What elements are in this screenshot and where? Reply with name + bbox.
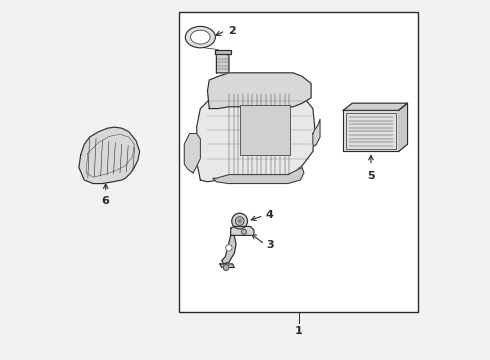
Circle shape	[232, 213, 247, 229]
Text: 5: 5	[367, 171, 375, 181]
Polygon shape	[197, 94, 315, 182]
Polygon shape	[222, 235, 236, 264]
Polygon shape	[215, 50, 231, 54]
Polygon shape	[231, 226, 254, 235]
Polygon shape	[343, 103, 408, 111]
Bar	[346, 113, 396, 149]
Ellipse shape	[191, 30, 210, 44]
Text: 3: 3	[267, 240, 274, 250]
Circle shape	[223, 265, 229, 270]
Polygon shape	[79, 127, 140, 184]
Polygon shape	[217, 53, 229, 73]
Text: 2: 2	[228, 26, 236, 36]
Polygon shape	[207, 73, 311, 109]
Circle shape	[235, 217, 244, 225]
Text: 6: 6	[102, 196, 110, 206]
Circle shape	[226, 245, 232, 251]
Text: 4: 4	[266, 210, 273, 220]
Polygon shape	[398, 103, 408, 152]
Ellipse shape	[185, 26, 215, 48]
Bar	[179, 12, 418, 312]
Polygon shape	[184, 134, 200, 173]
Text: 1: 1	[294, 327, 302, 337]
Circle shape	[242, 229, 246, 234]
Polygon shape	[213, 167, 304, 184]
Polygon shape	[220, 264, 234, 267]
Polygon shape	[313, 119, 320, 146]
Polygon shape	[343, 111, 398, 152]
Bar	[240, 105, 290, 155]
